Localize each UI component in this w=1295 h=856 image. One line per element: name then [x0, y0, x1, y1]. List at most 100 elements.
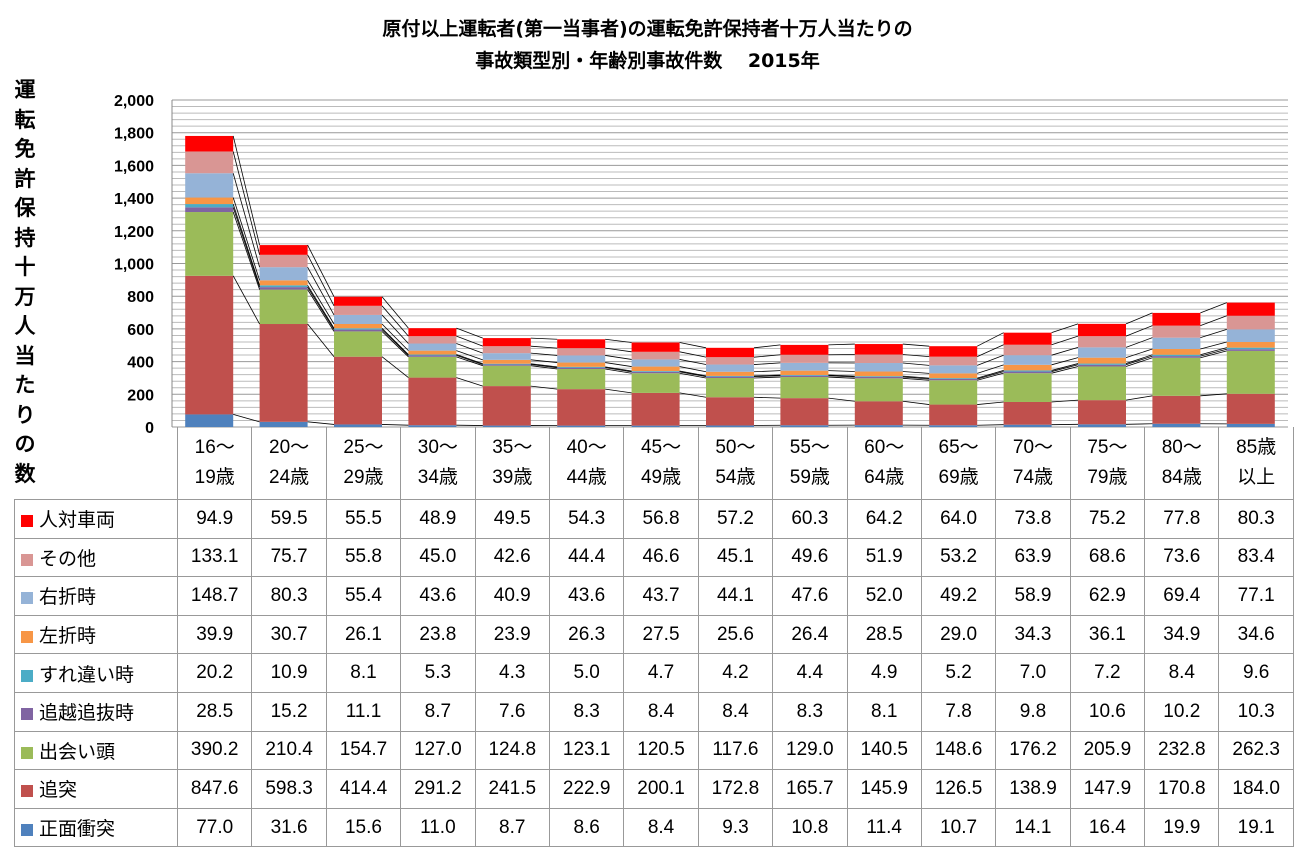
data-value: 184.0	[1218, 769, 1294, 809]
legend-entry: その他	[14, 537, 178, 578]
series-line	[1125, 348, 1153, 359]
data-value: 28.5	[846, 614, 922, 655]
data-value: 7.6	[474, 691, 550, 732]
bar-segment	[1226, 329, 1275, 342]
series-line	[977, 424, 1004, 426]
category-label-line: 39歳	[492, 467, 533, 488]
y-tick-label: 600	[127, 322, 154, 339]
series-line	[456, 355, 483, 365]
bar-segment	[185, 151, 234, 174]
data-value: 9.6	[1218, 653, 1294, 693]
series-line	[902, 354, 930, 358]
data-value: 7.0	[995, 653, 1071, 693]
data-value: 123.1	[548, 730, 625, 771]
bar-segment	[1078, 366, 1126, 401]
series-line	[828, 397, 855, 402]
bar-segment	[706, 364, 754, 372]
table-row: 左折時 39.9 30.7 26.1 23.8 23.9 26.3 27.5 25.6 26.4 2…	[14, 614, 1294, 655]
series-line	[605, 347, 632, 353]
data-value: 4.4	[772, 653, 848, 693]
bar-segment	[929, 346, 978, 357]
data-value: 140.5	[846, 730, 922, 771]
data-value: 172.8	[697, 769, 774, 809]
data-value: 165.7	[772, 769, 848, 809]
data-value: 10.9	[251, 653, 327, 693]
data-value: 75.7	[251, 537, 327, 578]
bar-segment	[631, 351, 680, 360]
data-value: 8.1	[846, 691, 922, 732]
series-line	[1200, 302, 1227, 314]
bar-segment	[482, 363, 531, 365]
bar-segment	[1152, 349, 1201, 355]
data-value: 14.1	[995, 807, 1071, 848]
data-value: 10.2	[1144, 691, 1220, 732]
series-line	[828, 375, 855, 378]
category-label-line: 69歳	[938, 467, 979, 488]
series-line	[679, 342, 707, 349]
bar-segment	[706, 375, 754, 377]
bar-segment	[631, 371, 680, 372]
bar-segment	[557, 348, 606, 356]
bar-segment	[929, 365, 978, 374]
series-name: 左折時	[39, 626, 97, 648]
data-value: 44.4	[548, 537, 625, 578]
series-line	[1200, 347, 1227, 356]
bar-segment	[408, 350, 457, 355]
data-value: 34.6	[1218, 614, 1294, 655]
series-line	[1200, 348, 1227, 357]
bar-segment	[780, 375, 829, 378]
data-value: 49.2	[920, 576, 997, 616]
category-label-line: 29歳	[343, 467, 384, 488]
category-label-line: 54歳	[715, 467, 756, 488]
bar-segment	[631, 392, 680, 426]
series-line	[977, 344, 1004, 358]
bar-segment	[780, 362, 829, 371]
series-line	[307, 244, 335, 297]
series-name: 追突	[39, 780, 78, 802]
bar-segment	[929, 404, 978, 426]
category-label: 25～ 29歳	[325, 427, 402, 500]
legend-swatch-icon	[21, 708, 33, 721]
series-line	[1125, 395, 1153, 401]
series-line	[1125, 312, 1153, 325]
series-line	[381, 356, 409, 378]
bar-segment	[482, 359, 531, 364]
category-label-line: 79歳	[1087, 467, 1128, 488]
series-line	[679, 372, 707, 379]
data-value: 8.4	[1144, 653, 1220, 693]
data-value: 30.7	[251, 614, 327, 655]
data-value: 241.5	[474, 769, 550, 809]
table-row: 追越追抜時 28.5 15.2 11.1 8.7 7.6 8.3 8.4 8.4 8.3 8.1 7.…	[14, 691, 1294, 732]
data-value: 58.9	[995, 576, 1071, 616]
series-line	[381, 424, 409, 426]
category-label-line: 以上	[1237, 467, 1276, 488]
series-line	[828, 376, 855, 379]
data-value: 5.2	[920, 653, 997, 693]
series-line	[1051, 399, 1079, 403]
series-line	[828, 343, 855, 346]
bar-segment	[557, 366, 606, 368]
data-value: 8.4	[623, 807, 699, 848]
data-value: 154.7	[325, 730, 402, 771]
bar-segment	[631, 425, 680, 427]
data-value: 49.5	[474, 499, 550, 539]
series-line	[307, 267, 335, 316]
data-value: 26.4	[772, 614, 848, 655]
category-label: 35～ 39歳	[474, 427, 550, 500]
bar-segment	[1003, 332, 1052, 345]
data-value: 73.6	[1144, 537, 1220, 578]
series-line	[456, 356, 483, 367]
bar-segment	[1078, 323, 1126, 337]
bar-segment	[408, 425, 457, 427]
legend-entry: 出会い頭	[14, 730, 178, 771]
bar-segment	[1078, 424, 1126, 427]
data-value: 133.1	[176, 537, 253, 578]
data-value: 4.7	[623, 653, 699, 693]
data-value: 10.6	[1069, 691, 1146, 732]
data-value: 34.9	[1144, 614, 1220, 655]
series-line	[307, 421, 335, 425]
data-value: 39.9	[176, 614, 253, 655]
data-value: 8.3	[772, 691, 848, 732]
series-name: 出会い頭	[39, 741, 116, 763]
series-line	[1200, 393, 1227, 397]
